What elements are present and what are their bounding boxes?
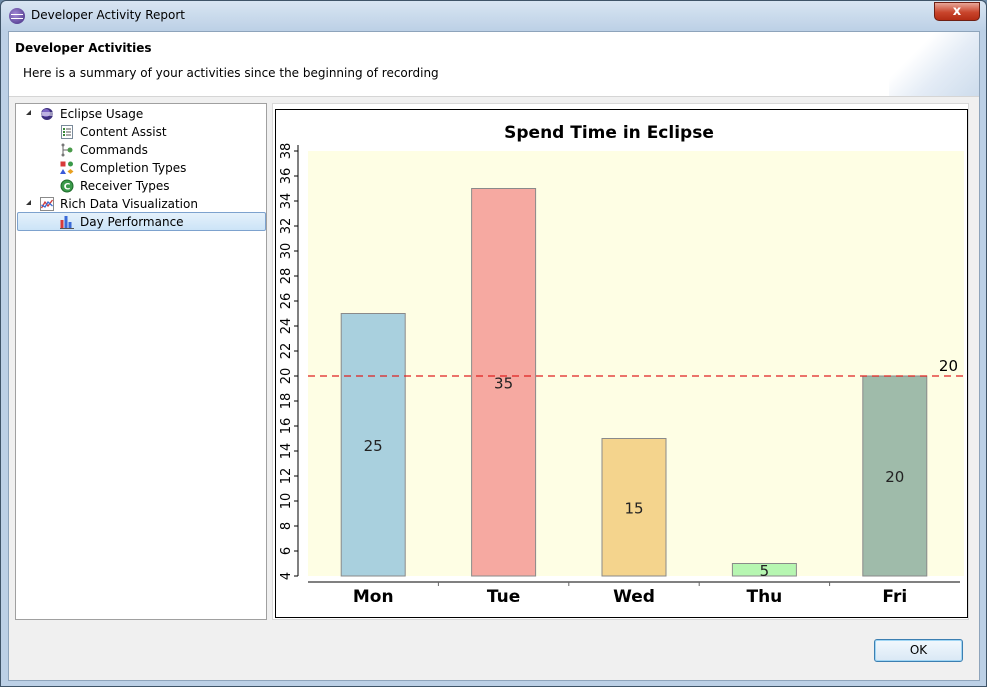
bar-value-label: 20 <box>885 468 904 486</box>
chart-line-icon <box>40 197 54 211</box>
bar-value-label: 5 <box>760 562 770 580</box>
dialog-client: Developer Activities Here is a summary o… <box>8 31 980 681</box>
y-tick-label: 34 <box>279 193 294 210</box>
tree-item-label: Completion Types <box>80 161 187 175</box>
tree-item-day-performance[interactable]: Day Performance <box>17 212 266 231</box>
y-tick-label: 24 <box>279 318 294 335</box>
y-tick-label: 36 <box>279 168 294 185</box>
bar-chart: Spend Time in Eclipse 4 6 8 10 12 14 16 18 20 22 24… <box>279 123 964 607</box>
chart-frame: Spend Time in Eclipse 4 6 8 10 12 14 16 18 20 22 24… <box>275 109 968 618</box>
y-tick-label: 10 <box>279 493 294 510</box>
y-tick-label: 8 <box>279 522 294 530</box>
tree-item-commands[interactable]: Commands <box>22 141 262 159</box>
tree-item-content-assist[interactable]: Content Assist <box>22 123 262 141</box>
y-tick-label: 4 <box>279 572 294 580</box>
bar-value-label: 25 <box>364 437 383 455</box>
y-tick-label: 20 <box>279 368 294 385</box>
page-title: Developer Activities <box>15 41 152 55</box>
y-tick-label: 38 <box>279 143 294 160</box>
expanded-arrow-icon[interactable] <box>26 110 31 115</box>
bar-chart-icon <box>60 215 74 229</box>
y-tick-label: 16 <box>279 418 294 435</box>
y-tick-label: 18 <box>279 393 294 410</box>
commands-icon <box>60 143 74 157</box>
content-assist-icon <box>60 125 74 139</box>
tree-item-label: Content Assist <box>80 125 167 139</box>
svg-text:C: C <box>64 183 71 193</box>
x-tick-label: Thu <box>746 587 782 607</box>
ok-button[interactable]: OK <box>874 639 963 662</box>
tree-item-label: Eclipse Usage <box>60 107 144 121</box>
y-tick-label: 26 <box>279 293 294 310</box>
tree-item-label: Commands <box>80 143 148 157</box>
eclipse-icon <box>40 107 54 121</box>
chart-title: Spend Time in Eclipse <box>504 123 714 143</box>
eclipse-icon <box>9 8 25 24</box>
bar-tue <box>471 188 537 577</box>
bar-mon <box>340 313 406 577</box>
x-tick-label: Mon <box>353 587 394 607</box>
x-tick-label: Tue <box>487 587 520 607</box>
x-tick-label: Wed <box>613 587 655 607</box>
page-description: Here is a summary of your activities sin… <box>23 66 439 80</box>
window-title: Developer Activity Report <box>31 8 186 22</box>
receiver-types-icon: C <box>60 179 74 193</box>
y-tick-label: 22 <box>279 343 294 360</box>
tree-item-eclipse-usage[interactable]: Eclipse Usage <box>22 105 262 123</box>
tree-item-rich-data-visualization[interactable]: Rich Data Visualization <box>22 195 262 213</box>
tree-item-receiver-types[interactable]: C Receiver Types <box>22 177 262 195</box>
y-tick-label: 6 <box>279 547 294 555</box>
close-button[interactable]: x <box>934 2 980 21</box>
bar-thu <box>731 563 797 577</box>
tree-item-label: Day Performance <box>80 215 184 229</box>
y-tick-label: 14 <box>279 443 294 460</box>
y-tick-label: 28 <box>279 268 294 285</box>
y-tick-label: 30 <box>279 243 294 260</box>
x-tick-label: Fri <box>882 587 907 607</box>
bar-value-label: 35 <box>494 374 513 392</box>
title-bar: Developer Activity Report x <box>1 1 986 31</box>
chart-panel: Spend Time in Eclipse 4 6 8 10 12 14 16 18 20 22 24… <box>272 103 969 620</box>
bar-fri <box>862 375 928 577</box>
tree-item-label: Receiver Types <box>80 179 170 193</box>
tree-item-label: Rich Data Visualization <box>60 197 198 211</box>
completion-types-icon <box>60 161 74 175</box>
bar-value-label: 15 <box>624 499 643 517</box>
header-banner-decoration <box>889 32 979 96</box>
expanded-arrow-icon[interactable] <box>26 200 31 205</box>
reference-line-label: 20 <box>939 357 958 375</box>
y-tick-label: 12 <box>279 468 294 485</box>
dialog-header: Developer Activities Here is a summary o… <box>9 32 979 97</box>
bar-wed <box>601 438 667 577</box>
tree-item-completion-types[interactable]: Completion Types <box>22 159 262 177</box>
y-tick-label: 32 <box>279 218 294 235</box>
navigation-tree: Eclipse Usage Content Assist Commands <box>15 103 267 620</box>
